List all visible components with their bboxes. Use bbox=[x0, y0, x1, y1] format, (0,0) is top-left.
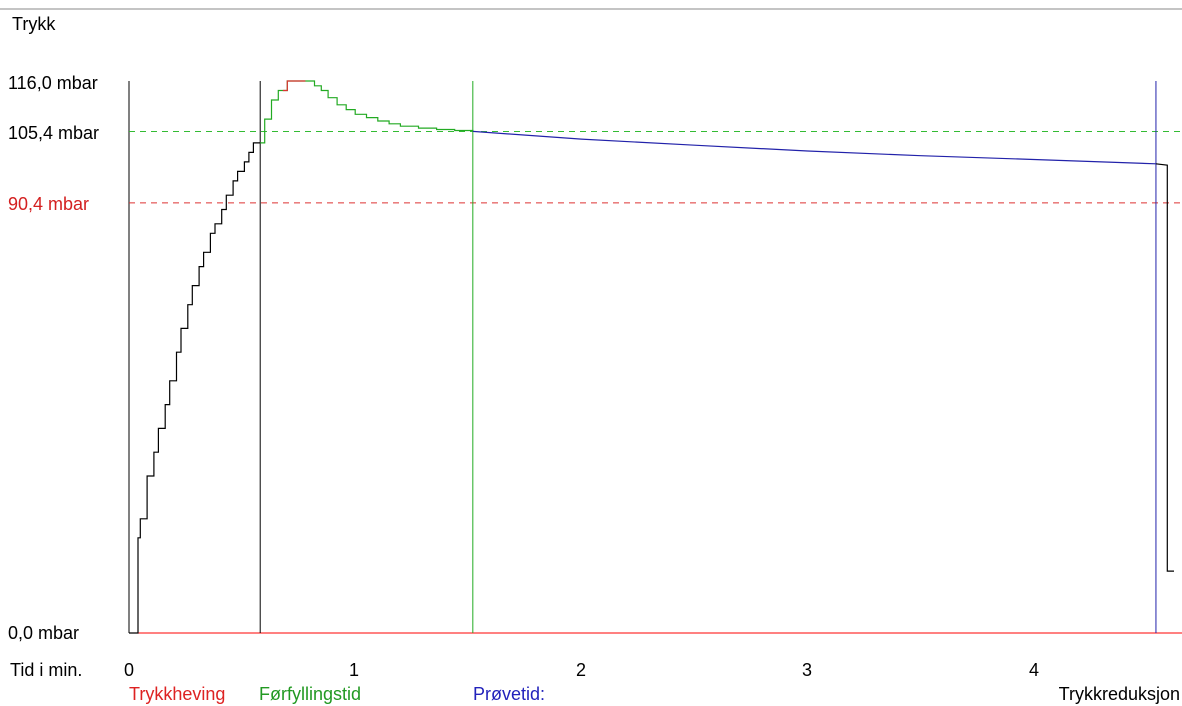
phase-markers bbox=[259, 81, 1157, 633]
series-line-2 bbox=[282, 80, 306, 92]
x-tick-label-2: 2 bbox=[576, 660, 586, 680]
phase-label-forfyllingstid: Førfyllingstid bbox=[259, 684, 361, 704]
phase-label-provetid: Prøvetid: bbox=[473, 684, 545, 704]
x-axis-title: Tid i min. bbox=[10, 660, 82, 680]
phase-labels: Trykkheving Førfyllingstid Prøvetid: Try… bbox=[129, 684, 1180, 704]
phase-label-trykkreduksjon: Trykkreduksjon bbox=[1059, 684, 1180, 704]
y-tick-label-0: 0,0 mbar bbox=[8, 623, 79, 643]
series-layer bbox=[129, 80, 1174, 634]
series-line-0 bbox=[129, 142, 261, 634]
x-tick-label-0: 0 bbox=[124, 660, 134, 680]
x-tick-label-3: 3 bbox=[802, 660, 812, 680]
y-axis-title: Trykk bbox=[12, 14, 56, 34]
y-tick-label-116: 116,0 mbar bbox=[8, 73, 98, 93]
reference-lines bbox=[129, 130, 1182, 204]
series-line-3 bbox=[472, 130, 1156, 165]
y-tick-label-90: 90,4 mbar bbox=[8, 194, 89, 214]
phase-label-trykkheving: Trykkheving bbox=[129, 684, 225, 704]
y-tick-labels: 116,0 mbar 105,4 mbar 90,4 mbar 0,0 mbar bbox=[8, 73, 99, 643]
x-tick-label-1: 1 bbox=[349, 660, 359, 680]
x-tick-labels: 0 1 2 3 4 bbox=[124, 660, 1039, 680]
x-tick-label-4: 4 bbox=[1029, 660, 1039, 680]
y-tick-label-105: 105,4 mbar bbox=[8, 123, 99, 143]
series-line-4 bbox=[1155, 163, 1174, 572]
series-line-1 bbox=[260, 80, 474, 144]
